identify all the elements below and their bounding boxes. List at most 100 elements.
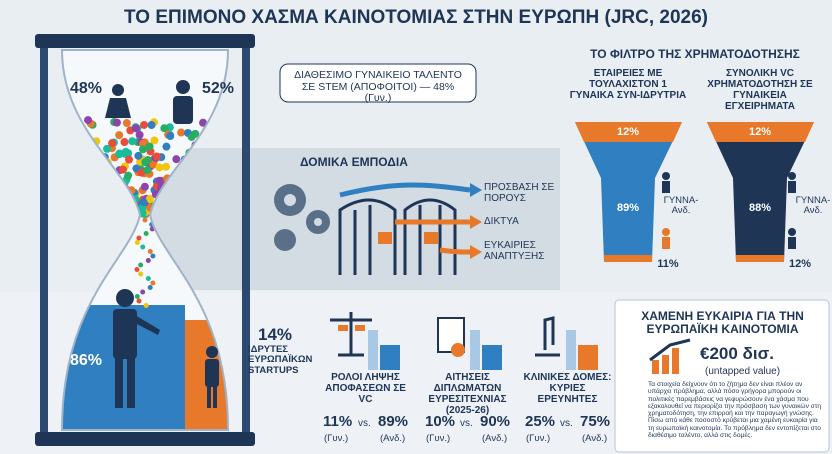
sand-grain (141, 158, 150, 167)
sand-grain (187, 132, 196, 141)
sand-grain (134, 294, 140, 299)
sand-grain (136, 298, 142, 304)
sand-grain (140, 182, 149, 191)
card-women: 25% (525, 413, 556, 430)
sand-grain (142, 217, 148, 223)
barrier: ΔΙΚΤΥΑ (484, 216, 519, 227)
sand-grain (160, 124, 169, 133)
sand-grain (145, 258, 151, 263)
growth-icon (649, 338, 691, 374)
man-icon (173, 80, 193, 124)
arrowhead (470, 245, 482, 259)
sand-grain (115, 131, 124, 140)
gate (338, 198, 457, 275)
startup-label: ΙΔΡΥΤΕΣ ΕΥΡΩΠΑΪΚΩΝ STARTUPS (248, 344, 313, 376)
lock (424, 232, 438, 244)
sand-grain (145, 142, 154, 151)
sand-grain (172, 155, 181, 164)
sand-grain (90, 149, 99, 158)
sand-grain (122, 119, 131, 128)
sand-grain (152, 152, 161, 161)
sand-grain (143, 231, 149, 236)
sand-grain (145, 194, 154, 203)
opportunity-body: Τα στοιχεία δείχνουν ότι το ζήτημα δεν ε… (648, 381, 822, 439)
sand-grain (143, 303, 149, 308)
arrowhead (470, 183, 482, 197)
sand-grain (138, 262, 144, 268)
card-vs: vs. (460, 418, 473, 429)
sand-grain (155, 176, 164, 185)
sand-grain (125, 155, 134, 164)
sand-grain (150, 280, 156, 286)
card-icon (437, 317, 502, 370)
sand-grain (94, 155, 103, 164)
sand-grain (71, 117, 80, 126)
sand-grain (138, 271, 144, 277)
sand-grain (112, 118, 121, 127)
opportunity-note: (untapped value) (705, 366, 781, 377)
businesswoman (205, 346, 219, 408)
barrier: ΠΡΟΣΒΑΣΗ ΣΕ ΠΟΡΟΥΣ (484, 182, 555, 204)
sand-grain (131, 124, 140, 133)
card-label: ΑΙΤΗΣΕΙΣ ΔΙΠΛΩΜΑΤΩΝ ΕΥΡΕΣΙΤΕΧΝΙΑΣ (2025-… (428, 372, 507, 416)
sand-grain (166, 132, 175, 141)
funnel-bottom: 12% (788, 258, 812, 270)
sand-grain (155, 163, 164, 172)
card-icon (535, 316, 598, 370)
card-women-note: (Γυν.) (426, 433, 451, 444)
sand-grain (118, 165, 127, 174)
sand-grain (108, 139, 117, 148)
funnel (575, 122, 682, 262)
card-men-note: (Ανδ.) (482, 433, 508, 444)
sand-grain (149, 160, 158, 169)
card-men: 89% (378, 413, 409, 430)
sand-grain (145, 276, 151, 281)
sand-grain (150, 253, 156, 259)
funnel-top: 12% (748, 126, 772, 138)
woman-icon (105, 84, 131, 118)
sand-grain (118, 186, 127, 195)
sand-grain (121, 147, 130, 156)
sand-grain (177, 128, 186, 137)
funnel-heading: ΕΤΑΙΡΕΙΕΣ ΜΕ ΤΟΥΛΑΧΙΣΤΟΝ 1 ΓΥΝΑΙΚΑ ΣΥΝ-Ι… (569, 68, 687, 101)
card-men-note: (Ανδ.) (380, 433, 406, 444)
frame-bottom (35, 432, 255, 446)
card-men: 90% (480, 413, 511, 430)
title: ΤΟ ΕΠΙΜΟΝΟ ΧΑΣΜΑ ΚΑΙΝΟΤΟΜΙΑΣ ΣΤΗΝ ΕΥΡΩΠΗ… (124, 7, 708, 28)
sand-grain (134, 267, 140, 272)
card-women: 10% (425, 413, 456, 430)
funnel (707, 122, 814, 262)
lock (378, 232, 392, 244)
sand-grain (134, 151, 143, 160)
callout: ΔΙΑΘΕΣΙΜΟ ΓΥΝΑΙΚΕΙΟ ΤΑΛΕΝΤΟ ΣΕ STEM (ΑΠΟ… (294, 69, 462, 105)
sand-grain (140, 120, 149, 129)
sand-grain (124, 171, 133, 180)
sand-grain (115, 149, 124, 158)
card-women: 11% (323, 413, 353, 430)
sand-grain (103, 144, 112, 153)
sand-grain (139, 139, 148, 148)
funnel-bottom: 11% (657, 258, 679, 270)
sand-grain (136, 235, 142, 241)
sand-grain (140, 244, 146, 250)
card-men: 75% (580, 413, 611, 430)
sand-grain (140, 289, 146, 295)
card-vs: vs. (358, 418, 371, 429)
women-share: 48% (70, 80, 103, 97)
sand-grain (204, 133, 213, 142)
funnel-heading: ΣΥΝΟΛΙΚΗ VC ΧΡΗΜΑΤΟΔΟΤΗΣΗ ΣΕ ΓΥΝΑΙΚΕΙΑ Ε… (707, 68, 813, 112)
gears (274, 184, 330, 251)
sand-grain (139, 198, 148, 207)
sand-grain (120, 138, 129, 147)
sand-grain (128, 137, 137, 146)
glass-outline (60, 49, 230, 431)
card-men-note: (Ανδ.) (582, 433, 608, 444)
funnel-top: 12% (616, 126, 640, 138)
barrier: ΕΥΚΑΙΡΙΕΣ ΑΝΑΠΤΥΞΗΣ (484, 240, 545, 262)
funnel-middle: 89% (616, 202, 640, 214)
funnel-legend: ΓΥΝΝΑ-Ανδ. (795, 195, 831, 217)
sand-grain (134, 240, 140, 245)
opportunity-title: ΧΑΜΕΝΗ ΕΥΚΑΙΡΙΑ ΓΙΑ ΤΗΝ ΕΥΡΩΠΑΪΚΗ ΚΑΙΝΟΤ… (641, 309, 804, 337)
